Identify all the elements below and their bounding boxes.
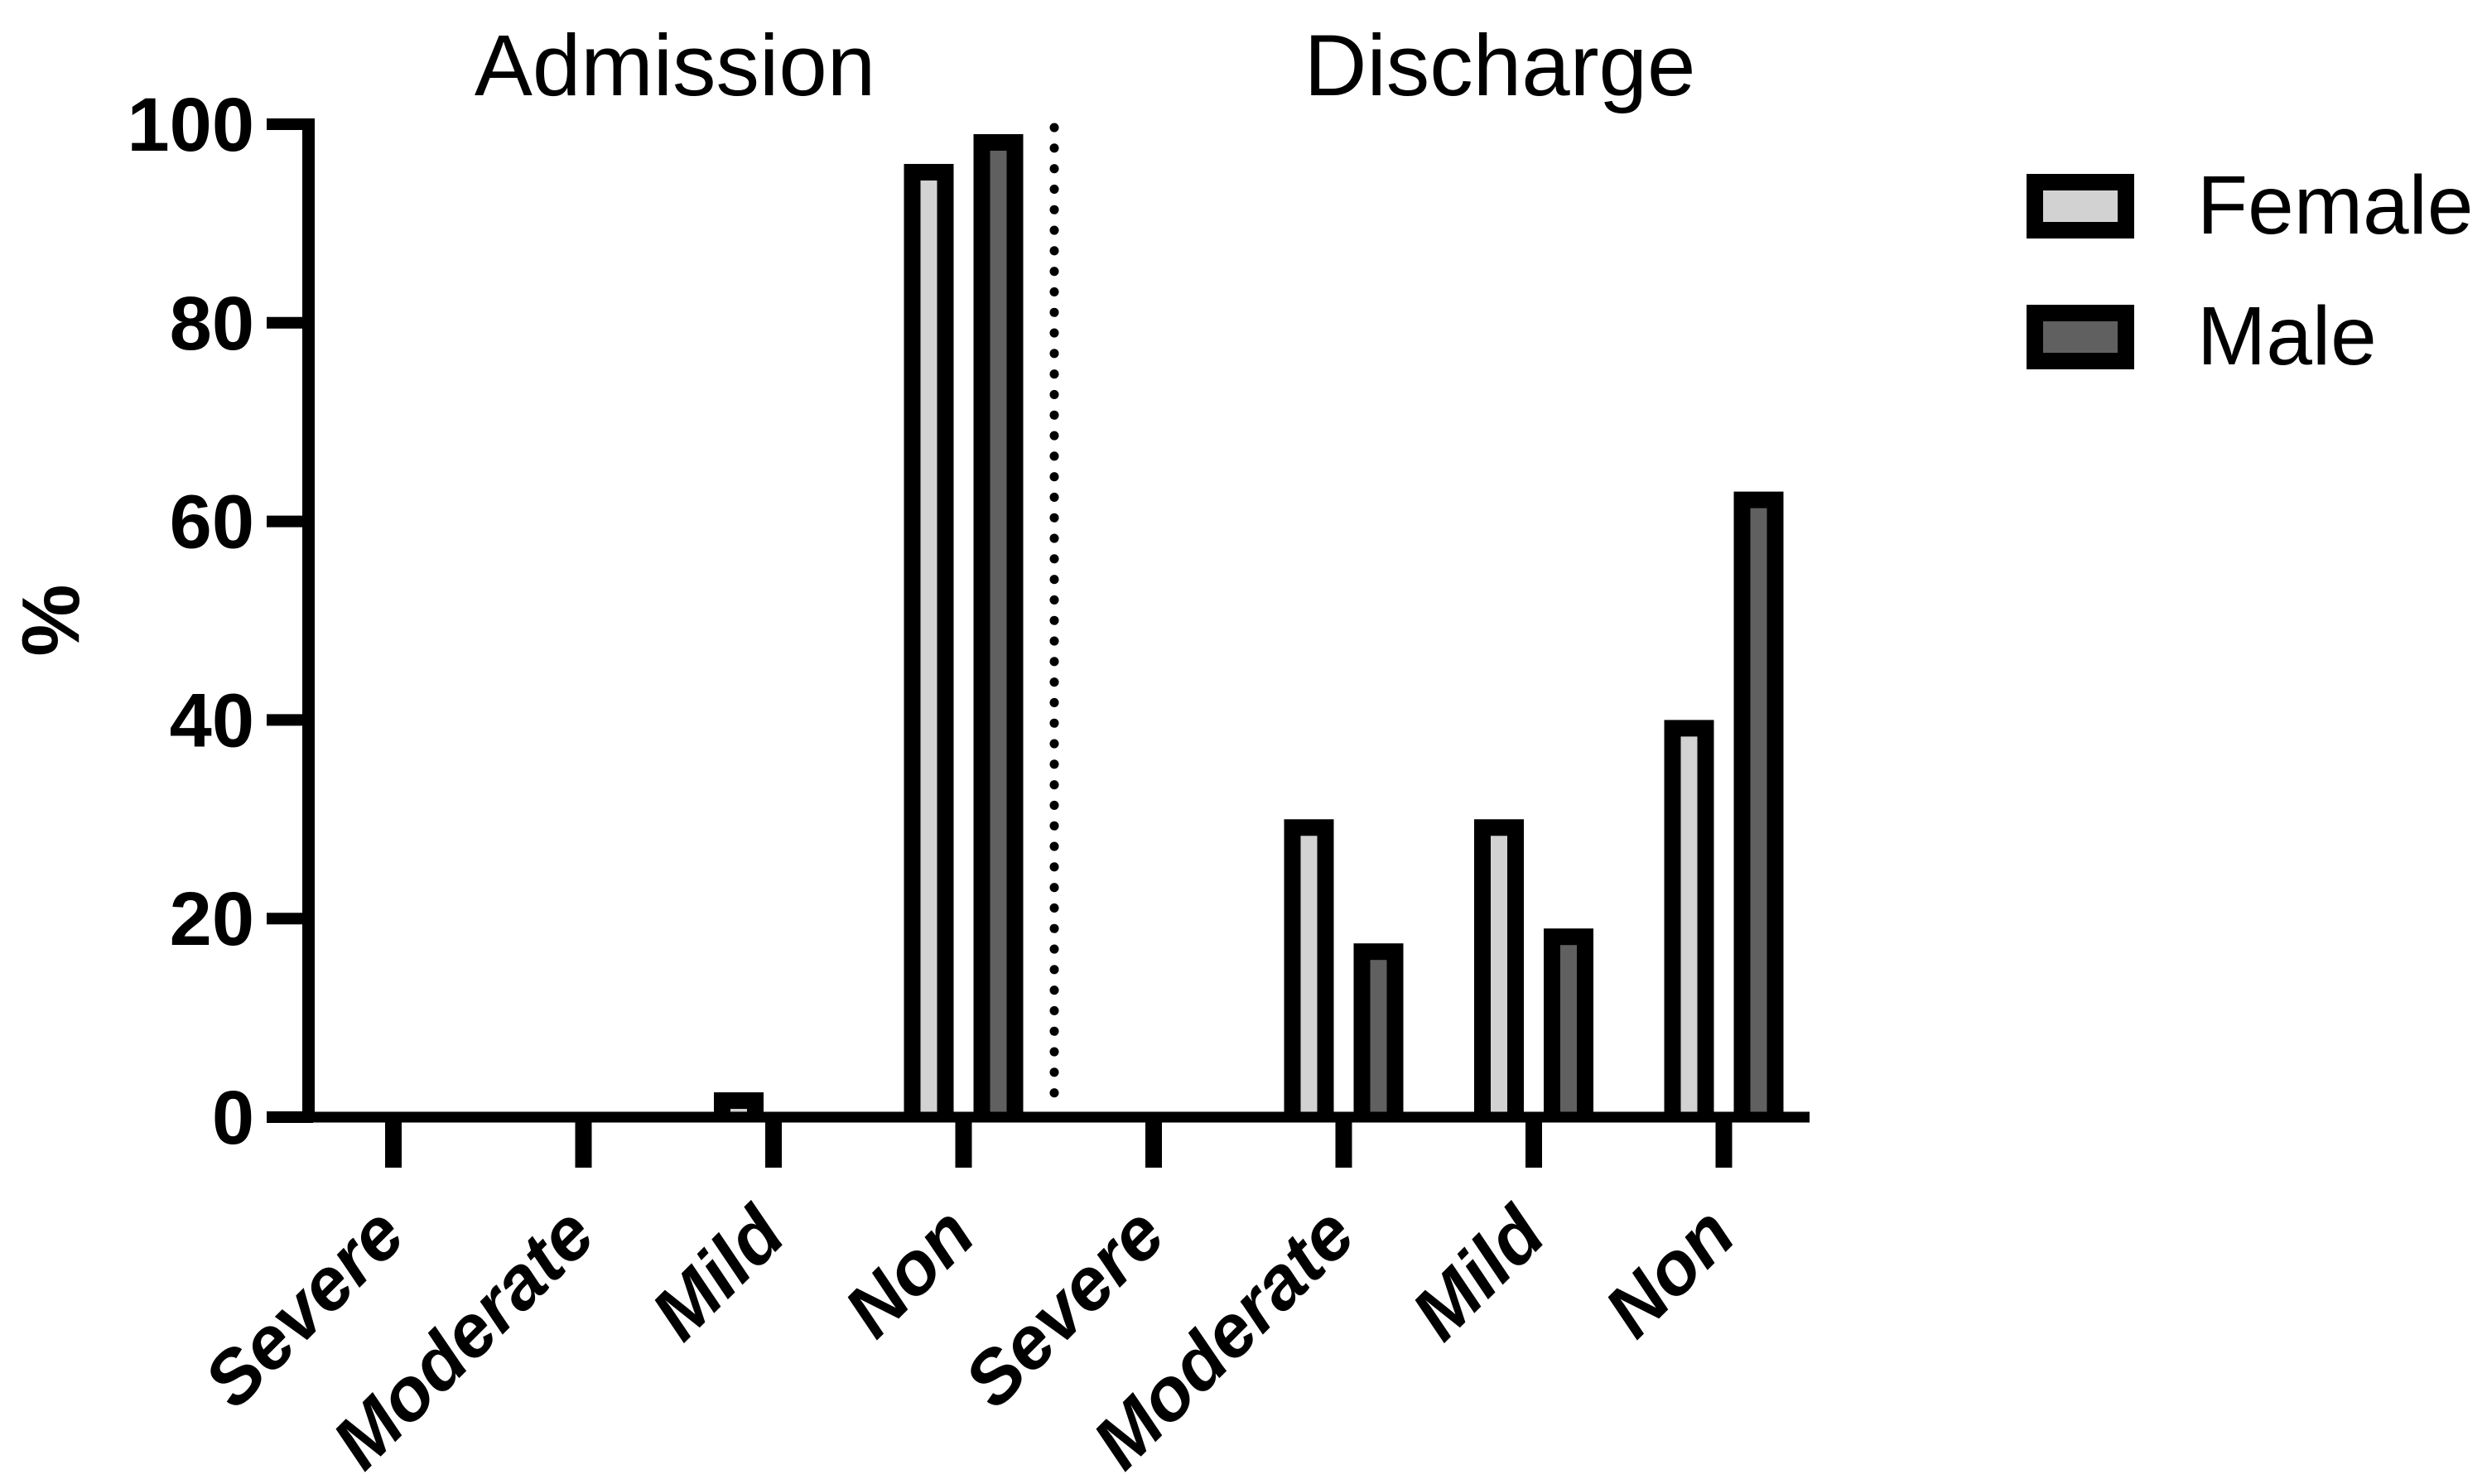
x-category-label: Mild xyxy=(1396,1191,1561,1356)
x-category-label: Non xyxy=(829,1192,990,1352)
admission-section-title: Admission xyxy=(475,17,875,114)
y-tick-label: 80 xyxy=(170,282,254,366)
y-tick-label: 40 xyxy=(170,678,254,763)
x-axis-ticks xyxy=(385,1117,1733,1168)
y-tick-label: 20 xyxy=(170,877,254,961)
bar-female-fill xyxy=(1680,736,1698,1122)
bar-male-fill xyxy=(990,150,1007,1123)
bar-male-fill xyxy=(1370,960,1387,1122)
bars-layer xyxy=(523,133,1784,1123)
legend-male-label: Male xyxy=(2197,290,2377,383)
legend-female-swatch-fill xyxy=(2043,190,2118,222)
bar-female-fill xyxy=(1491,836,1507,1122)
bar-male-fill xyxy=(1560,945,1577,1122)
discharge-section-title: Discharge xyxy=(1304,17,1696,114)
legend: Female Male xyxy=(2027,159,2473,383)
y-tick-label: 100 xyxy=(128,83,255,167)
x-category-label: Non xyxy=(1589,1192,1750,1352)
y-tick-label: 60 xyxy=(170,480,254,565)
bar-female-fill xyxy=(1300,836,1318,1122)
y-axis-tick-labels: 0 20 40 60 80 100 xyxy=(128,83,255,1160)
legend-female-label: Female xyxy=(2197,159,2473,252)
x-category-label: Mild xyxy=(636,1191,801,1356)
y-axis-label: % xyxy=(5,584,96,656)
bar-male-fill xyxy=(1750,508,1767,1122)
legend-male-swatch-fill xyxy=(2043,321,2118,353)
bar-female-fill xyxy=(920,180,937,1123)
y-tick-label: 0 xyxy=(212,1076,254,1160)
